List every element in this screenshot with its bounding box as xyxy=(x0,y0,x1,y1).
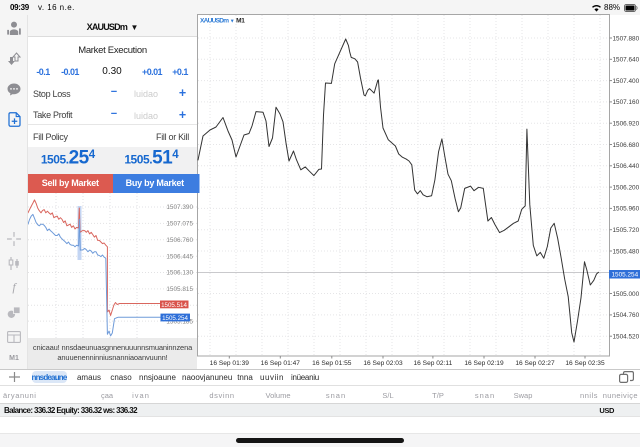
svg-text:16 Sep 01:47: 16 Sep 01:47 xyxy=(261,360,301,367)
svg-text:1506.440: 1506.440 xyxy=(613,163,640,170)
svg-text:16 Sep 02:27: 16 Sep 02:27 xyxy=(515,360,555,367)
svg-text:1505.960: 1505.960 xyxy=(613,206,640,213)
svg-text:1507.640: 1507.640 xyxy=(613,57,640,64)
svg-text:16 Sep 01:39: 16 Sep 01:39 xyxy=(210,360,250,367)
svg-text:16 Sep 02:11: 16 Sep 02:11 xyxy=(414,360,453,367)
svg-text:1507.390: 1507.390 xyxy=(166,204,193,211)
svg-text:1505.720: 1505.720 xyxy=(613,227,640,234)
svg-text:1505.254: 1505.254 xyxy=(162,315,188,322)
svg-text:1504.520: 1504.520 xyxy=(613,334,640,341)
svg-text:1506.130: 1506.130 xyxy=(166,270,193,277)
svg-text:16 Sep 02:03: 16 Sep 02:03 xyxy=(363,360,403,367)
svg-text:1505.815: 1505.815 xyxy=(166,286,193,293)
svg-text:1507.880: 1507.880 xyxy=(613,35,640,42)
svg-text:1505.480: 1505.480 xyxy=(613,248,640,255)
svg-text:1505.000: 1505.000 xyxy=(613,291,640,298)
svg-text:1506.445: 1506.445 xyxy=(166,253,193,260)
svg-text:1506.920: 1506.920 xyxy=(613,121,640,128)
svg-text:XAUUSDm ▼ M1: XAUUSDm ▼ M1 xyxy=(200,18,245,25)
svg-text:1505.514: 1505.514 xyxy=(161,302,187,309)
svg-text:1507.160: 1507.160 xyxy=(613,99,640,106)
svg-text:1506.680: 1506.680 xyxy=(613,142,640,149)
svg-text:1506.760: 1506.760 xyxy=(166,237,193,244)
svg-text:16 Sep 02:35: 16 Sep 02:35 xyxy=(565,360,605,367)
svg-text:16 Sep 01:55: 16 Sep 01:55 xyxy=(312,360,352,367)
svg-text:1505.254: 1505.254 xyxy=(612,272,639,279)
svg-text:1504.760: 1504.760 xyxy=(613,312,640,319)
svg-text:16 Sep 02:19: 16 Sep 02:19 xyxy=(464,360,504,367)
svg-text:1507.075: 1507.075 xyxy=(166,221,193,228)
svg-text:1505.185: 1505.185 xyxy=(166,318,193,325)
svg-text:1506.200: 1506.200 xyxy=(613,184,640,191)
svg-text:1507.400: 1507.400 xyxy=(613,78,640,85)
